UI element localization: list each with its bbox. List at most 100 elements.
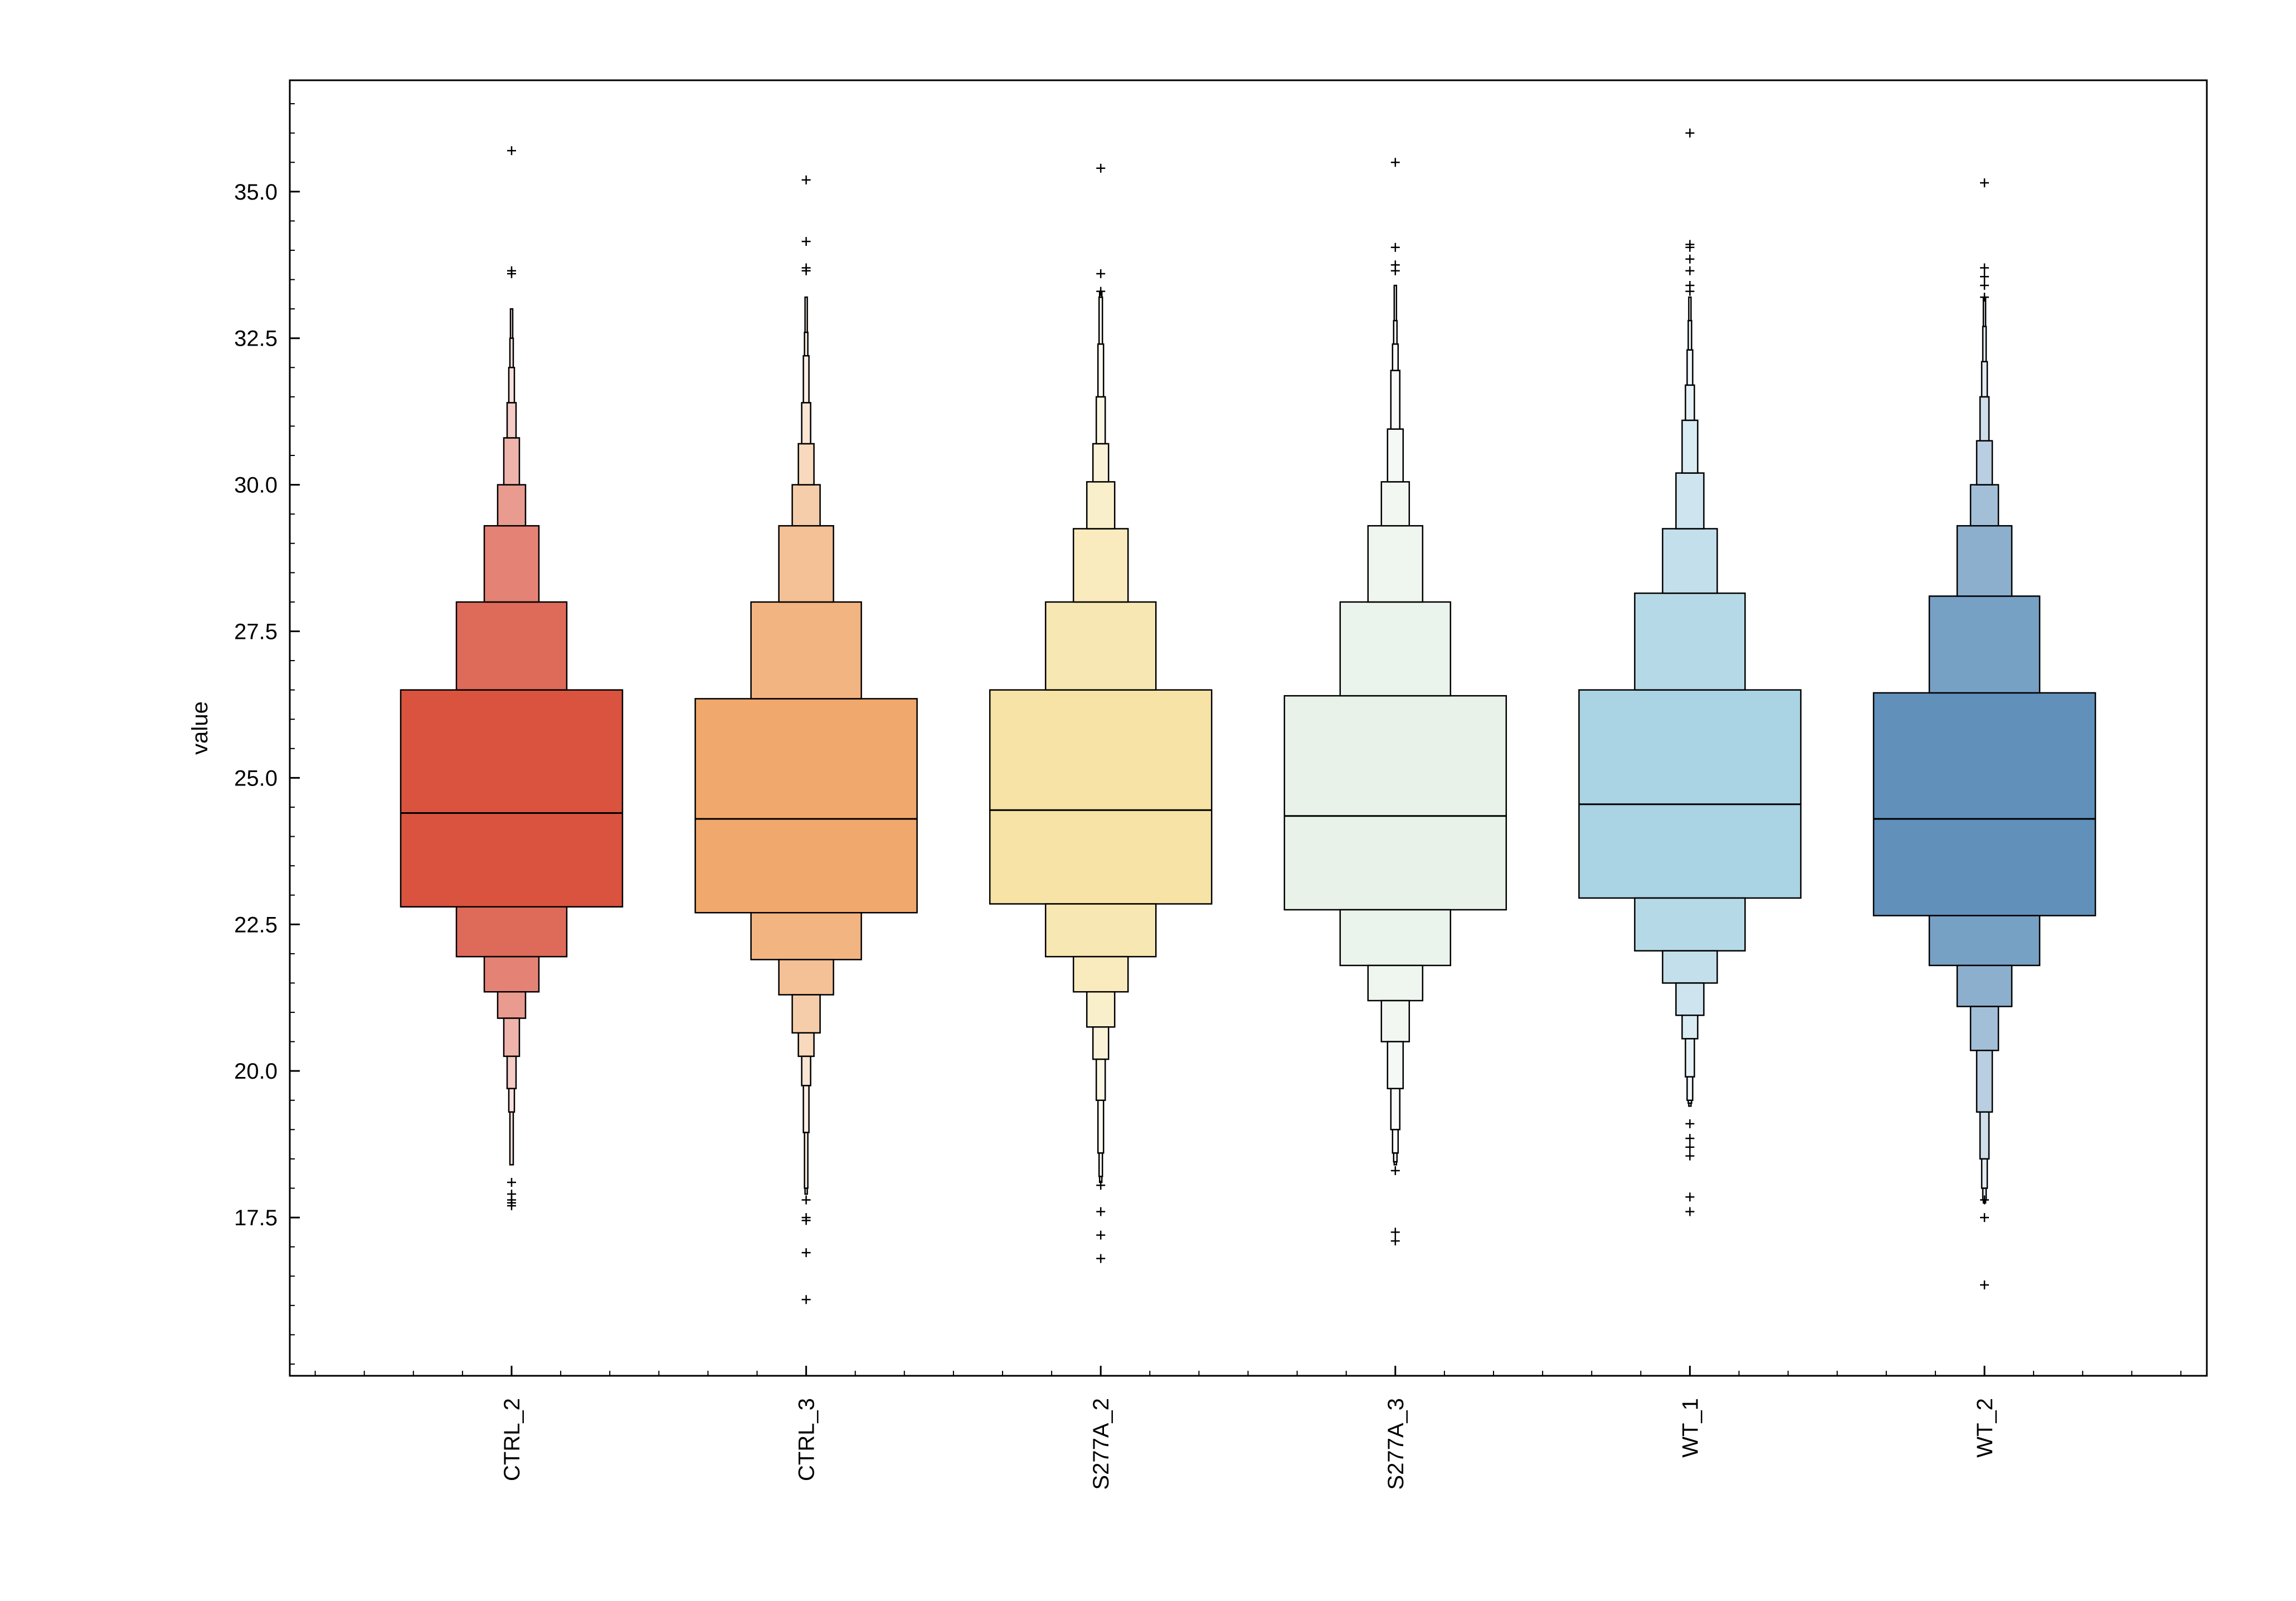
outlier-point — [1096, 1254, 1106, 1263]
box-level-7-upper — [1982, 326, 1987, 363]
box-level-3-upper — [791, 484, 821, 527]
box-level-4-upper — [1681, 419, 1699, 474]
box-level-2-lower — [1072, 955, 1129, 993]
box-level-2-lower — [1367, 964, 1424, 1002]
box-level-6-upper — [508, 367, 515, 404]
box-level-0 — [989, 689, 1213, 905]
y-tick-label: 17.5 — [234, 1206, 278, 1230]
outlier-point — [801, 1295, 811, 1304]
box-level-1-upper — [750, 601, 862, 700]
outlier-point — [507, 1201, 516, 1211]
box-level-2-upper — [778, 525, 834, 603]
box-level-3-upper — [1380, 481, 1410, 527]
box-level-6-upper — [1392, 343, 1399, 371]
outlier-point — [1390, 1166, 1400, 1175]
box-level-3-lower — [1380, 1000, 1410, 1042]
box-level-4-lower — [797, 1032, 815, 1057]
box-level-2-lower — [1956, 964, 2013, 1007]
box-level-0 — [1578, 689, 1802, 899]
outlier-point — [1685, 1119, 1695, 1128]
box-level-1-upper — [1634, 592, 1746, 691]
outlier-point — [507, 266, 516, 275]
outlier-point — [801, 1216, 811, 1225]
box-level-8-upper — [1393, 284, 1398, 322]
y-tick-label: 25.0 — [234, 766, 278, 790]
boxen-S277A_2 — [989, 163, 1213, 1263]
box-level-5-upper — [801, 402, 811, 445]
box-level-1-lower — [1634, 897, 1746, 952]
outlier-point — [801, 237, 811, 246]
y-tick-label: 32.5 — [234, 327, 278, 351]
box-level-5-upper — [1095, 396, 1106, 445]
box-level-8-lower — [1688, 1102, 1692, 1107]
outlier-point — [507, 146, 516, 156]
box-level-8-upper — [804, 296, 808, 333]
outlier-point — [1096, 163, 1106, 173]
outlier-point — [801, 1248, 811, 1258]
x-axis: CTRL_2 CTRL_3 S277A_2 S277A_3 WT_1 WT_2 — [314, 1366, 2182, 1490]
box-level-6-lower — [802, 1085, 810, 1133]
box-level-6-upper — [1097, 343, 1105, 398]
box-level-2-upper — [1956, 525, 2013, 597]
box-level-4-lower — [503, 1017, 521, 1057]
outlier-point — [1685, 242, 1695, 252]
box-level-5-upper — [1979, 396, 1990, 442]
box-level-3-lower — [1086, 991, 1116, 1028]
outlier-point — [1685, 1134, 1695, 1143]
box-level-4-lower — [1092, 1026, 1110, 1060]
outlier-point — [1685, 254, 1695, 264]
box-level-8-upper — [1688, 296, 1692, 322]
outlier-point — [1685, 128, 1695, 138]
box-level-1-lower — [1928, 915, 2041, 967]
box-level-4-lower — [1681, 1015, 1699, 1040]
outlier-point — [1685, 1151, 1695, 1161]
plot-area — [400, 128, 2096, 1304]
box-level-2-upper — [1367, 525, 1424, 603]
box-level-4-upper — [797, 443, 815, 486]
box-level-5-upper — [1390, 370, 1401, 430]
box-level-2-upper — [483, 525, 540, 603]
x-tick-label: WT_2 — [1973, 1398, 1997, 1458]
outlier-point — [1980, 272, 1989, 282]
box-level-7-lower — [804, 1132, 809, 1189]
x-tick-label: CTRL_2 — [500, 1398, 524, 1481]
box-level-4-lower — [1976, 1050, 1993, 1113]
outlier-point — [507, 1177, 516, 1187]
box-level-1-upper — [455, 601, 568, 691]
box-level-4-lower — [1387, 1041, 1404, 1089]
boxen-S277A_3 — [1283, 158, 1507, 1246]
y-tick-label: 35.0 — [234, 180, 278, 205]
box-level-3-upper — [1086, 481, 1116, 530]
box-level-5-lower — [506, 1055, 517, 1089]
outlier-point — [1096, 1207, 1106, 1216]
y-tick-label: 27.5 — [234, 619, 278, 644]
box-level-5-lower — [1390, 1088, 1401, 1131]
outlier-point — [1390, 158, 1400, 167]
x-tick-label: S277A_2 — [1089, 1398, 1113, 1490]
box-level-7-upper — [1393, 319, 1398, 345]
box-level-3-lower — [497, 991, 527, 1019]
outlier-point — [801, 266, 811, 275]
box-level-1-lower — [455, 906, 568, 958]
box-level-6-lower — [1686, 1076, 1694, 1102]
box-level-6-lower — [1392, 1129, 1399, 1154]
outlier-point — [1980, 293, 1989, 302]
box-level-6-upper — [1981, 361, 1988, 398]
outlier-point — [1390, 242, 1400, 252]
box-level-3-lower — [1675, 982, 1705, 1016]
box-level-6-upper — [1686, 349, 1694, 386]
box-level-1-lower — [1339, 909, 1452, 967]
outlier-point — [1980, 1213, 1989, 1222]
box-level-6-lower — [508, 1088, 515, 1113]
outlier-point — [1685, 287, 1695, 296]
box-level-3-lower — [791, 994, 821, 1034]
outlier-point — [1980, 1280, 1989, 1289]
boxen-CTRL_2 — [400, 146, 624, 1211]
box-level-5-lower — [1685, 1038, 1695, 1078]
box-level-6-upper — [802, 355, 810, 404]
box-level-1-lower — [750, 911, 862, 960]
box-level-7-upper — [1098, 296, 1103, 345]
outlier-point — [1390, 1228, 1400, 1237]
outlier-point — [1685, 1192, 1695, 1202]
